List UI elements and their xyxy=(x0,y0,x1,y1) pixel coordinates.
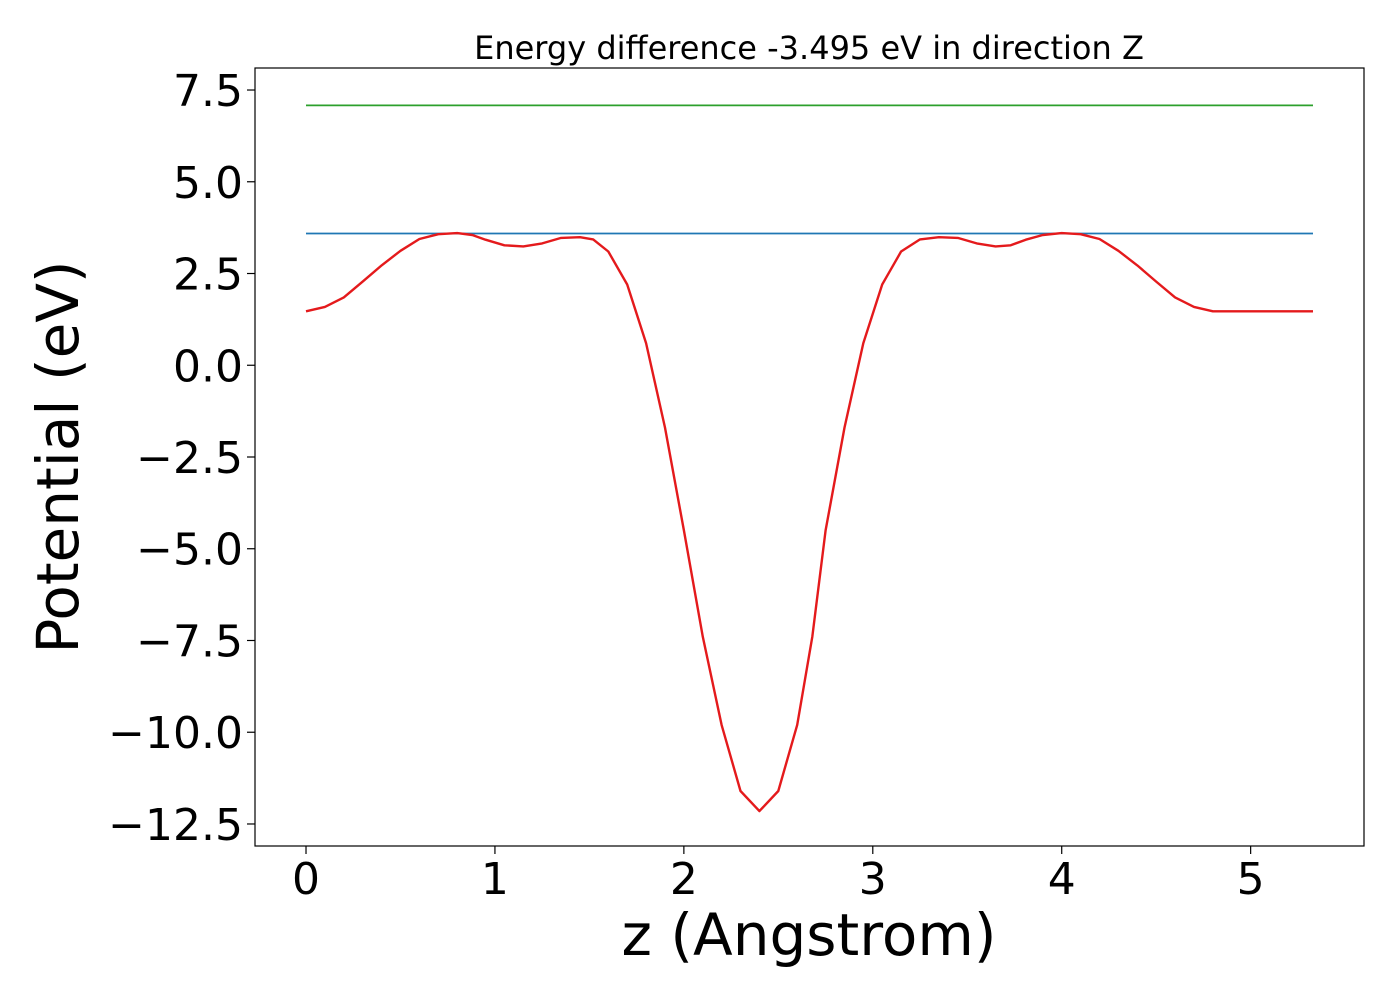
y-tick-label: −12.5 xyxy=(108,800,243,851)
y-tick-label: 2.5 xyxy=(173,250,243,301)
x-tick-label: 3 xyxy=(859,854,887,905)
y-tick-label: 7.5 xyxy=(173,66,243,117)
chart-title: Energy difference -3.495 eV in direction… xyxy=(474,29,1144,67)
x-tick-label: 0 xyxy=(292,854,320,905)
x-tick-label: 1 xyxy=(481,854,509,905)
x-tick-label: 2 xyxy=(670,854,698,905)
x-tick-label: 4 xyxy=(1048,854,1076,905)
series-layer xyxy=(305,104,1313,813)
y-axis-label: Potential (eV) xyxy=(24,260,92,653)
y-tick-label: 5.0 xyxy=(173,158,243,209)
plot-frame xyxy=(254,67,1365,847)
y-tick-label: −7.5 xyxy=(136,616,243,667)
y-tick-label: −5.0 xyxy=(136,525,243,576)
series-line-red xyxy=(305,231,1313,813)
x-axis-label: z (Angstrom) xyxy=(622,901,997,969)
x-tick-label: 5 xyxy=(1237,854,1265,905)
ticks-layer: 0 1 2 3 4 5 7.5 5.0 2.5 0.0 −2.5 −5.0 −7.5 −10.0 −12.5 xyxy=(108,66,1264,905)
y-tick-label: 0.0 xyxy=(173,341,243,392)
y-tick-label: −2.5 xyxy=(136,433,243,484)
y-tick-label: −10.0 xyxy=(108,708,243,759)
